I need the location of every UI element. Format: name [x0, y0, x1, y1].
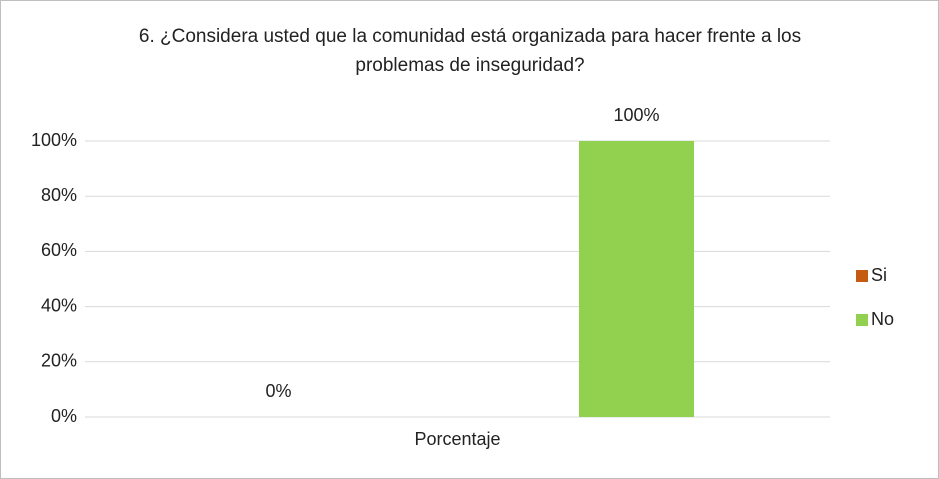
data-label: 100% — [613, 105, 659, 125]
y-tick-label: 80% — [41, 185, 77, 205]
bar — [579, 141, 694, 417]
y-tick-label: 20% — [41, 351, 77, 371]
legend-swatch — [856, 270, 868, 282]
x-tick-label: Porcentaje — [414, 429, 500, 449]
y-tick-label: 40% — [41, 295, 77, 315]
y-tick-label: 60% — [41, 240, 77, 260]
data-label: 0% — [265, 381, 291, 401]
y-tick-label: 0% — [51, 406, 77, 426]
y-tick-label: 100% — [31, 130, 77, 150]
legend-swatch — [856, 314, 868, 326]
chart-title: 6. ¿Considera usted que la comunidad est… — [138, 26, 802, 76]
legend-label: No — [871, 309, 894, 329]
legend-label: Si — [871, 265, 887, 285]
